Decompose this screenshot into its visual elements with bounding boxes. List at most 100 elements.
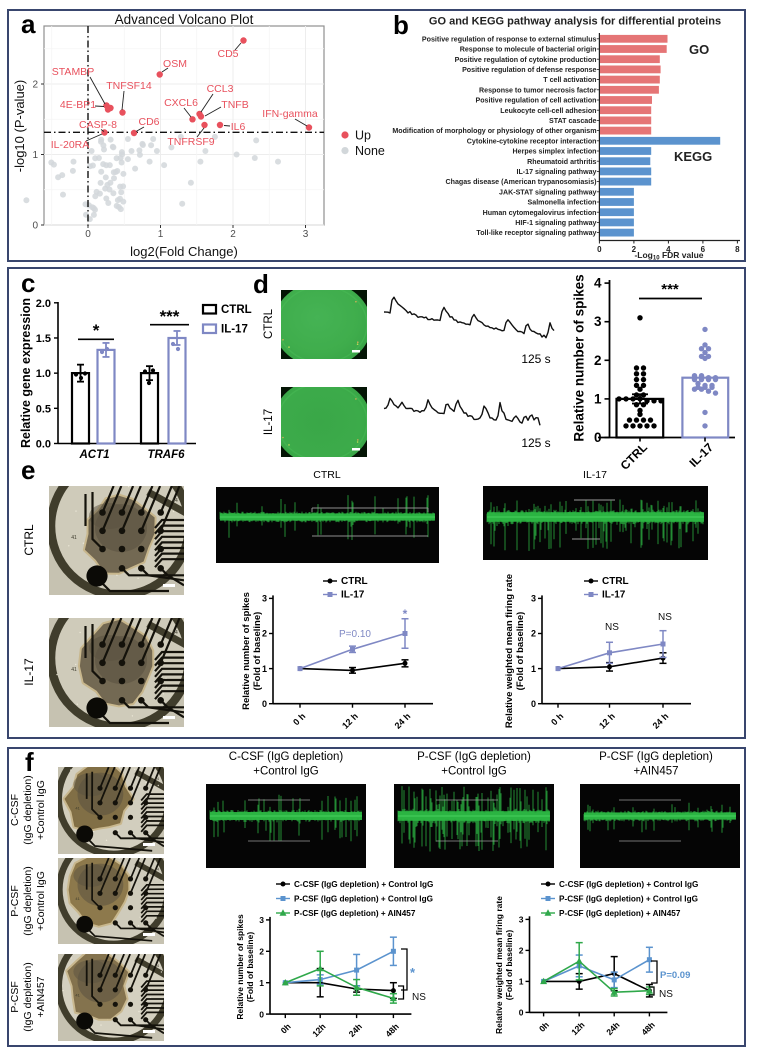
svg-text:1.5: 1.5 — [36, 333, 51, 345]
svg-text:24 h: 24 h — [651, 711, 671, 731]
svg-text:+AIN457: +AIN457 — [633, 766, 678, 778]
svg-text:1: 1 — [158, 229, 164, 240]
svg-text:0 h: 0 h — [291, 711, 307, 727]
svg-text:C-CSF (IgG depletion): C-CSF (IgG depletion) — [229, 751, 344, 763]
svg-text:0: 0 — [259, 1009, 264, 1019]
svg-text:+AIN457: +AIN457 — [35, 976, 47, 1017]
svg-text:12h: 12h — [569, 1020, 586, 1037]
svg-text:Positive regulation of defense: Positive regulation of defense response — [462, 66, 596, 74]
svg-text:IL-17: IL-17 — [22, 658, 36, 686]
svg-text:TRAF6: TRAF6 — [147, 449, 185, 461]
svg-text:2: 2 — [259, 947, 264, 957]
svg-text:41: 41 — [75, 992, 80, 997]
svg-text:41: 41 — [71, 667, 77, 673]
svg-text:6: 6 — [701, 245, 706, 254]
svg-text:P-CSF (IgG depletion) + Contro: P-CSF (IgG depletion) + Control IgG — [559, 895, 698, 904]
svg-text:(IgG depletion): (IgG depletion) — [22, 866, 34, 935]
svg-text:125 s: 125 s — [521, 352, 550, 366]
svg-text:JAK-STAT signaling pathway: JAK-STAT signaling pathway — [499, 188, 597, 196]
svg-text:CTRL: CTRL — [341, 576, 368, 587]
svg-text:NS: NS — [659, 989, 673, 1000]
svg-text:None: None — [355, 144, 385, 158]
svg-text:41: 41 — [75, 805, 80, 810]
svg-text:(Fold of baseline): (Fold of baseline) — [252, 612, 263, 691]
svg-text:0: 0 — [594, 430, 602, 445]
svg-text:125 s: 125 s — [521, 436, 550, 450]
svg-text:TNFSF14: TNFSF14 — [106, 80, 152, 92]
svg-text:C-CSF (IgG depletion) + Contro: C-CSF (IgG depletion) + Control IgG — [559, 880, 698, 889]
svg-text:CTRL: CTRL — [313, 469, 341, 481]
svg-text:CCL3: CCL3 — [207, 83, 234, 95]
svg-text:Modification of morphology or: Modification of morphology or physiology… — [392, 127, 596, 135]
svg-text:Relative gene expression: Relative gene expression — [19, 298, 33, 448]
svg-text:14: 14 — [172, 498, 178, 504]
svg-text:0h: 0h — [537, 1020, 551, 1034]
svg-text:CD6: CD6 — [138, 116, 159, 128]
svg-text:41: 41 — [75, 896, 79, 901]
svg-text:Advanced Volcano Plot: Advanced Volcano Plot — [115, 12, 254, 27]
svg-text:Toll-like receptor signaling p: Toll-like receptor signaling pathway — [476, 229, 596, 237]
svg-text:(IgG depletion): (IgG depletion) — [22, 775, 34, 844]
svg-text:-Log10 FDR value: -Log10 FDR value — [634, 250, 703, 262]
svg-text:Herpes simplex infection: Herpes simplex infection — [513, 148, 597, 156]
svg-text:Positive regulation of respons: Positive regulation of response to exter… — [422, 35, 597, 43]
svg-text:P-CSF (IgG depletion) + AIN457: P-CSF (IgG depletion) + AIN457 — [294, 909, 416, 918]
svg-text:0: 0 — [85, 229, 91, 240]
svg-text:0: 0 — [262, 699, 267, 709]
svg-text:1: 1 — [259, 978, 264, 988]
svg-text:+Control IgG: +Control IgG — [441, 766, 507, 778]
svg-text:2: 2 — [230, 229, 236, 240]
svg-text:0 h: 0 h — [549, 711, 565, 727]
svg-text:P-CSF: P-CSF — [9, 885, 21, 917]
svg-text:P-CSF: P-CSF — [9, 981, 21, 1013]
svg-text:14: 14 — [155, 776, 160, 781]
svg-text:2: 2 — [519, 946, 524, 956]
svg-text:IFN-gamma: IFN-gamma — [262, 108, 318, 120]
svg-text:a: a — [21, 9, 36, 39]
svg-text:Leukocyte cell-cell adhesion: Leukocyte cell-cell adhesion — [500, 107, 596, 115]
svg-text:Chagas disease (American trypa: Chagas disease (American trypanosomiasis… — [446, 178, 598, 186]
svg-text:ACT1: ACT1 — [78, 449, 109, 461]
svg-text:48h: 48h — [639, 1020, 656, 1037]
svg-text:Rheumatoid arthritis: Rheumatoid arthritis — [527, 158, 596, 166]
svg-text:TNFB: TNFB — [221, 99, 248, 111]
svg-text:48h: 48h — [383, 1021, 400, 1038]
svg-text:NS: NS — [412, 992, 426, 1003]
svg-text:12h: 12h — [310, 1021, 327, 1038]
svg-text:14: 14 — [155, 867, 160, 872]
svg-text:3: 3 — [259, 915, 264, 925]
svg-text:24 h: 24 h — [393, 711, 413, 731]
svg-text:+Control IgG: +Control IgG — [35, 871, 47, 931]
svg-text:3: 3 — [531, 594, 536, 604]
svg-text:0: 0 — [519, 1008, 524, 1018]
svg-text:1: 1 — [594, 391, 602, 406]
svg-text:IL6: IL6 — [231, 121, 246, 133]
svg-text:Positive regulation of cell ac: Positive regulation of cell activation — [475, 97, 596, 105]
svg-text:3: 3 — [519, 915, 524, 925]
svg-text:P-CSF (IgG depletion): P-CSF (IgG depletion) — [417, 751, 531, 763]
svg-text:STAMBP: STAMBP — [52, 66, 94, 78]
svg-text:IL-17: IL-17 — [341, 590, 365, 601]
svg-text:2: 2 — [262, 629, 267, 639]
svg-text:OSM: OSM — [163, 58, 187, 70]
svg-text:c: c — [21, 268, 35, 298]
svg-text:P-CSF (IgG depletion) + Contro: P-CSF (IgG depletion) + Control IgG — [294, 895, 433, 904]
svg-text:14: 14 — [155, 963, 160, 968]
svg-text:*: * — [403, 607, 408, 621]
svg-text:IL-17: IL-17 — [583, 469, 607, 481]
svg-text:d: d — [253, 269, 269, 299]
svg-text:3: 3 — [262, 594, 267, 604]
svg-text:2.0: 2.0 — [36, 298, 51, 310]
svg-text:1: 1 — [32, 150, 38, 161]
svg-text:Human cytomegalovirus infectio: Human cytomegalovirus infection — [483, 209, 597, 217]
svg-text:IL-17: IL-17 — [686, 440, 716, 470]
svg-text:+Control IgG: +Control IgG — [35, 780, 47, 840]
svg-text:14: 14 — [172, 630, 178, 636]
svg-text:2: 2 — [32, 80, 38, 91]
svg-text:24h: 24h — [347, 1021, 364, 1038]
svg-text:Positive regulation of cytokin: Positive regulation of cytokine producti… — [455, 56, 597, 64]
svg-text:P=0.09: P=0.09 — [660, 970, 690, 981]
svg-text:IL-17: IL-17 — [602, 590, 626, 601]
svg-text:3: 3 — [594, 314, 602, 329]
svg-text:TNFRSF9: TNFRSF9 — [167, 136, 214, 148]
